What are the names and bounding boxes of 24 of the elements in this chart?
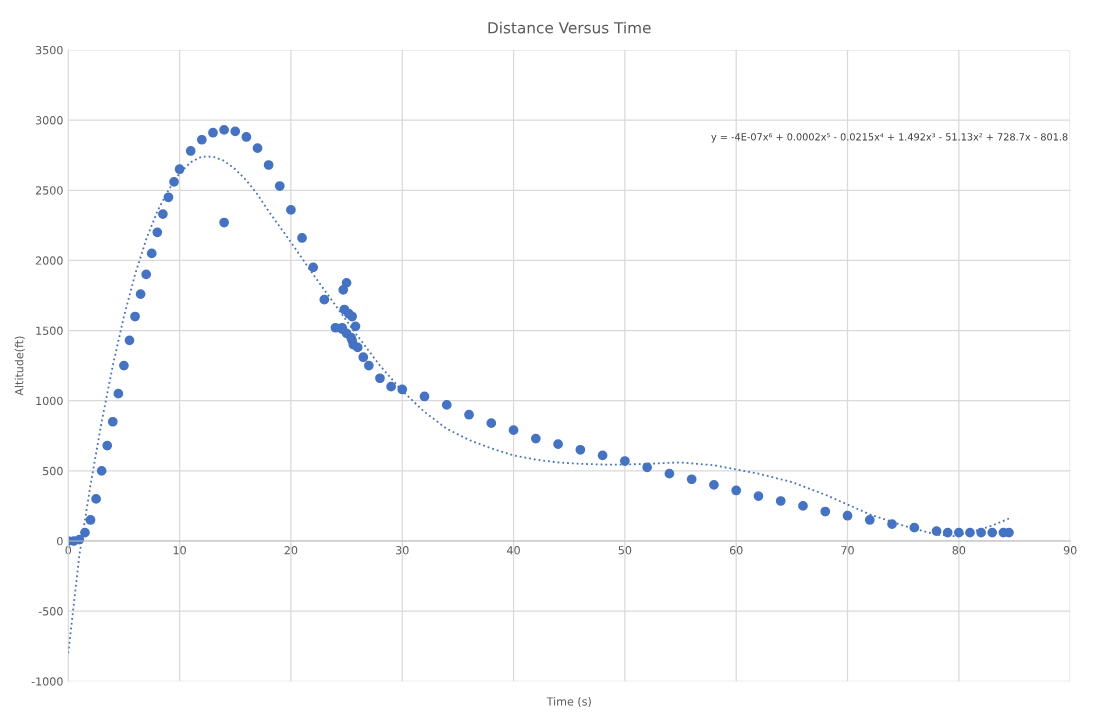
y-tick-label: -1000 xyxy=(31,677,63,686)
y-tick-label: 3500 xyxy=(35,45,63,55)
y-tick-label: 1000 xyxy=(36,396,63,406)
x-tick-label: 70 xyxy=(841,546,854,555)
x-tick-label: 90 xyxy=(1063,546,1077,555)
y-tick-label: 2000 xyxy=(35,256,63,265)
x-tick-label: 10 xyxy=(173,546,186,555)
y-tick-label: 0 xyxy=(57,536,63,546)
y-tick-label: 1500 xyxy=(36,326,63,335)
x-axis-title: Time (s) xyxy=(546,697,591,707)
y-axis-title: Altitude(ft) xyxy=(14,336,25,396)
annotation: y = -4E-07x⁶ + 0.0002x⁵ - 0.0215x⁴ + 1.492x³ - 51.13x² + 728.7x - 801.8 xyxy=(711,133,1068,143)
y-tick-label: 3000 xyxy=(35,116,63,125)
x-tick-label: 50 xyxy=(618,546,632,555)
x-tick-label: 40 xyxy=(507,546,520,555)
y-tick-label: 500 xyxy=(43,466,63,476)
x-tick-label: 0 xyxy=(65,546,72,555)
y-tick-label: 2500 xyxy=(35,186,63,195)
x-tick-label: 60 xyxy=(729,546,743,555)
chart-title: Distance Versus Time xyxy=(488,21,651,34)
x-tick-label: 20 xyxy=(284,546,298,555)
x-tick-label: 80 xyxy=(952,546,966,555)
y-tick-label: -500 xyxy=(38,607,63,616)
x-tick-label: 30 xyxy=(396,546,409,555)
